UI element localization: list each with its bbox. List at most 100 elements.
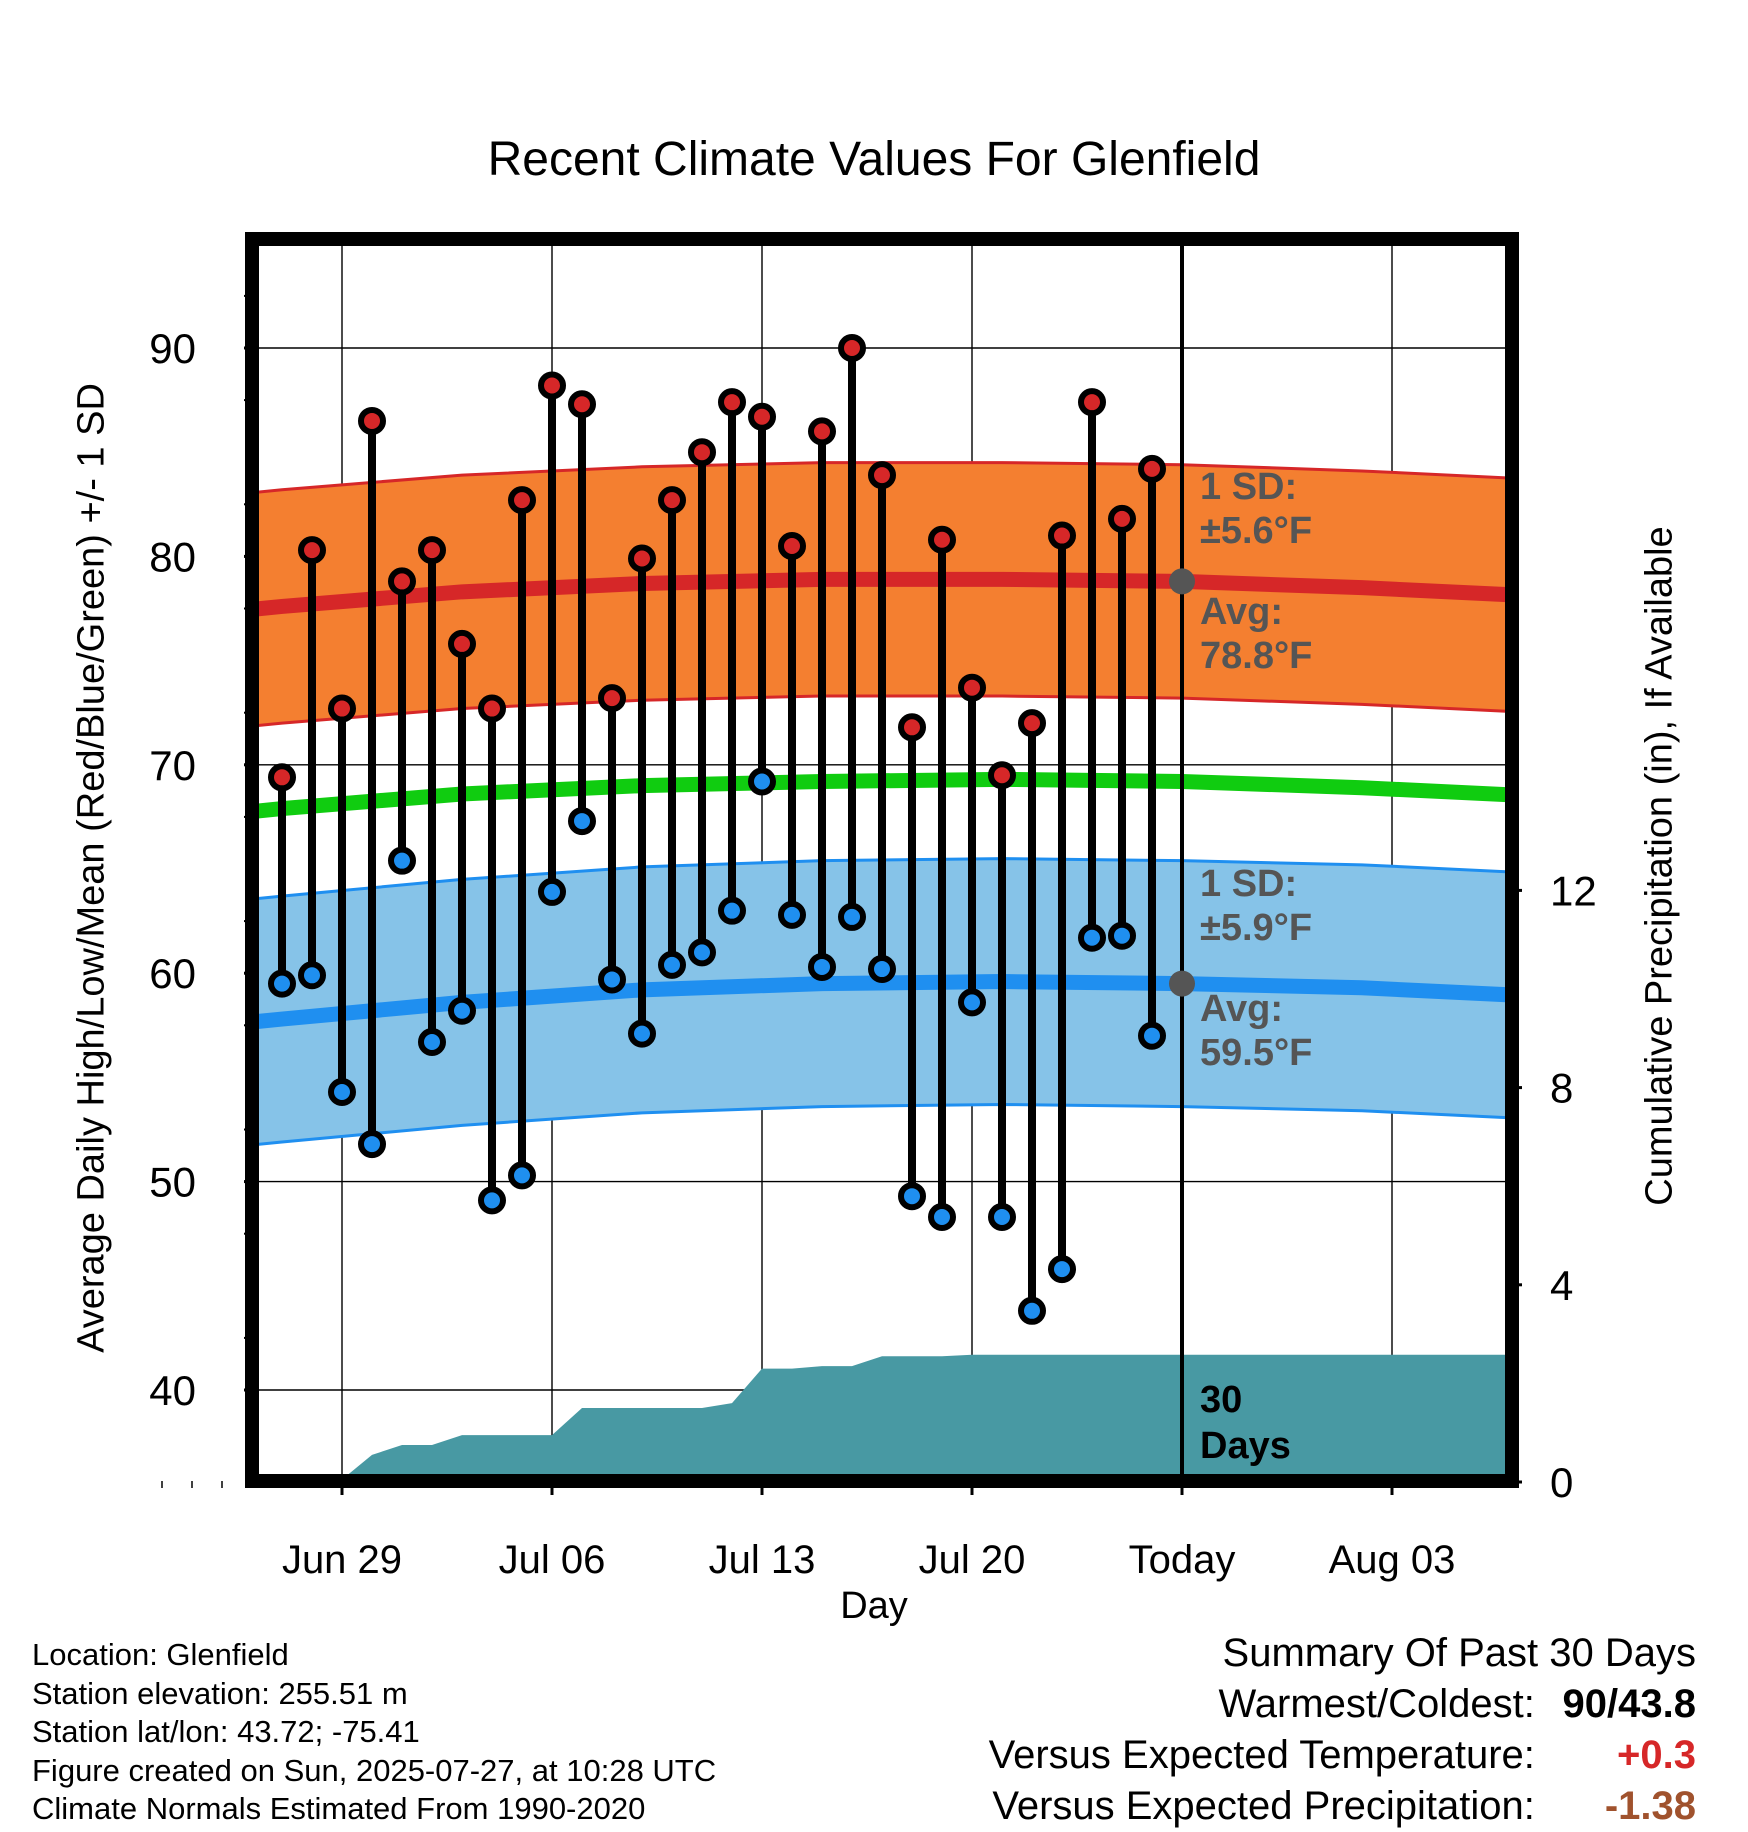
daily-high-point xyxy=(898,713,926,742)
y-tick-label: 80 xyxy=(149,533,196,580)
y2-tick-label: 4 xyxy=(1550,1262,1573,1309)
daily-high-point xyxy=(538,371,566,400)
summary-temp: Versus Expected Temperature: +0.3 xyxy=(989,1730,1696,1781)
daily-high-point xyxy=(418,536,446,565)
daily-high-point xyxy=(868,461,896,490)
daily-high-point xyxy=(928,525,956,554)
summary-precip: Versus Expected Precipitation: -1.38 xyxy=(989,1781,1696,1832)
daily-low-point xyxy=(1138,1021,1166,1050)
daily-low-point xyxy=(1108,921,1136,950)
summary-warm-cold: Warmest/Coldest: 90/43.8 xyxy=(989,1679,1697,1730)
daily-high-point xyxy=(1018,709,1046,738)
daily-low-point xyxy=(988,1203,1016,1232)
daily-low-point xyxy=(598,965,626,994)
meta-location: Location: Glenfield xyxy=(32,1637,289,1672)
x-tick-label: Aug 03 xyxy=(1329,1538,1456,1582)
high-avg-value: 78.8°F xyxy=(1200,635,1312,677)
daily-high-point xyxy=(328,694,356,723)
daily-high-point xyxy=(988,761,1016,790)
low-sd-label: 1 SD: xyxy=(1200,863,1297,905)
x-tick-label: Jun 29 xyxy=(282,1538,402,1582)
precipitation-area xyxy=(258,1354,1506,1475)
meta-normals: Climate Normals Estimated From 1990-2020 xyxy=(32,1791,646,1826)
daily-high-point xyxy=(688,438,716,467)
daily-low-point xyxy=(718,896,746,925)
daily-low-point xyxy=(268,969,296,998)
temp-label: Versus Expected Temperature: xyxy=(988,1733,1535,1777)
daily-low-point xyxy=(1048,1255,1076,1284)
low-avg-value: 59.5°F xyxy=(1200,1032,1312,1074)
high-avg-marker xyxy=(1169,568,1195,595)
daily-low-point xyxy=(958,988,986,1017)
daily-high-point xyxy=(1048,521,1076,550)
meta-elevation: Station elevation: 255.51 m xyxy=(32,1675,408,1711)
daily-low-point xyxy=(298,961,326,990)
y-tick-label: 50 xyxy=(149,1159,196,1206)
daily-low-point xyxy=(838,902,866,931)
high-avg-label: Avg: xyxy=(1200,591,1283,633)
x-axis-label: Day xyxy=(840,1585,908,1627)
daily-low-point xyxy=(1078,923,1106,952)
daily-low-point xyxy=(658,950,686,979)
daily-high-point xyxy=(448,629,476,658)
low-sd-band xyxy=(258,858,1506,1145)
daily-low-point xyxy=(808,952,836,981)
x-tick-label: Today xyxy=(1129,1538,1236,1582)
daily-high-point xyxy=(718,388,746,417)
daily-high-point xyxy=(598,684,626,713)
daily-high-point xyxy=(568,390,596,419)
temp-value: +0.3 xyxy=(1617,1733,1696,1777)
warm-cold-value: 90/43.8 xyxy=(1562,1682,1696,1726)
y2-tick-label: 8 xyxy=(1550,1065,1573,1112)
daily-high-point xyxy=(478,694,506,723)
y2-tick-label: 12 xyxy=(1550,867,1597,914)
daily-low-point xyxy=(328,1077,356,1106)
daily-high-point xyxy=(958,673,986,702)
warm-cold-label: Warmest/Coldest: xyxy=(1218,1682,1535,1726)
daily-high-point xyxy=(268,763,296,792)
daily-high-point xyxy=(628,544,656,573)
meta-created: Figure created on Sun, 2025-07-27, at 10… xyxy=(32,1752,717,1788)
daily-high-point xyxy=(508,486,536,515)
daily-high-point xyxy=(388,567,416,596)
daily-high-point xyxy=(658,486,686,515)
daily-low-point xyxy=(688,938,716,967)
x-tick-label: Jul 13 xyxy=(709,1538,816,1582)
precip-value: -1.38 xyxy=(1604,1784,1696,1828)
daily-low-point xyxy=(748,767,776,796)
daily-low-point xyxy=(868,955,896,984)
low-avg-marker xyxy=(1169,970,1195,997)
y-tick-label: 70 xyxy=(149,742,196,789)
low-avg-label: Avg: xyxy=(1200,988,1283,1030)
summary-heading: Summary Of Past 30 Days xyxy=(1222,1631,1696,1675)
precip-cumulative-area xyxy=(258,1354,1506,1475)
low-band-lower-edge xyxy=(258,1102,1506,1146)
daily-high-point xyxy=(808,417,836,446)
daily-high-point xyxy=(748,402,776,431)
summary-panel: Summary Of Past 30 Days Warmest/Coldest:… xyxy=(989,1628,1696,1832)
daily-low-point xyxy=(358,1130,386,1159)
station-metadata: Location: Glenfield Station elevation: 2… xyxy=(32,1636,716,1829)
y-tick-label: 60 xyxy=(149,950,196,997)
meta-latlon: Station lat/lon: 43.72; -75.41 xyxy=(32,1714,420,1749)
x-tick-label: Jul 20 xyxy=(919,1538,1026,1582)
daily-low-point xyxy=(478,1186,506,1215)
daily-low-point xyxy=(538,877,566,906)
y-tick-label: 90 xyxy=(149,325,196,372)
high-sd-value: ±5.6°F xyxy=(1200,510,1312,552)
daily-high-point xyxy=(1108,504,1136,533)
daily-low-point xyxy=(628,1019,656,1048)
daily-low-point xyxy=(388,846,416,875)
low-sd-value: ±5.9°F xyxy=(1200,907,1312,949)
y-tick-label: 40 xyxy=(149,1367,196,1414)
precip-label: Versus Expected Precipitation: xyxy=(992,1784,1535,1828)
y-axis-label-right: Cumulative Precipitation (in), If Availa… xyxy=(1638,526,1681,1206)
days-word-label: Days xyxy=(1200,1425,1291,1467)
x-tick-label: Jul 06 xyxy=(499,1538,606,1582)
chart-title: Recent Climate Values For Glenfield xyxy=(487,133,1261,186)
days-count-label: 30 xyxy=(1200,1379,1242,1421)
daily-low-point xyxy=(778,900,806,929)
daily-high-point xyxy=(298,536,326,565)
